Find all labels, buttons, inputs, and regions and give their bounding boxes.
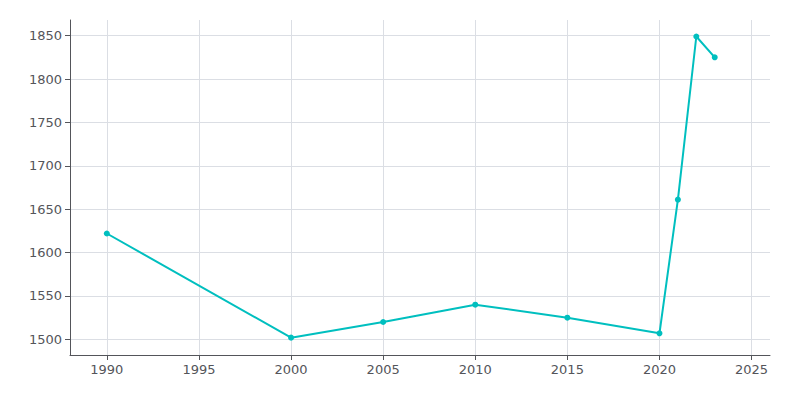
svg-text:1800: 1800 xyxy=(29,72,62,87)
svg-text:2000: 2000 xyxy=(275,362,308,377)
svg-text:1990: 1990 xyxy=(90,362,123,377)
svg-text:1995: 1995 xyxy=(182,362,215,377)
svg-text:1750: 1750 xyxy=(29,115,62,130)
svg-text:2020: 2020 xyxy=(643,362,676,377)
svg-text:2010: 2010 xyxy=(459,362,492,377)
svg-text:1500: 1500 xyxy=(29,332,62,347)
svg-text:1700: 1700 xyxy=(29,158,62,173)
svg-text:2015: 2015 xyxy=(551,362,584,377)
svg-text:1650: 1650 xyxy=(29,202,62,217)
svg-text:1850: 1850 xyxy=(29,28,62,43)
svg-text:2005: 2005 xyxy=(367,362,400,377)
svg-text:1600: 1600 xyxy=(29,245,62,260)
svg-text:2025: 2025 xyxy=(735,362,768,377)
svg-text:1550: 1550 xyxy=(29,288,62,303)
